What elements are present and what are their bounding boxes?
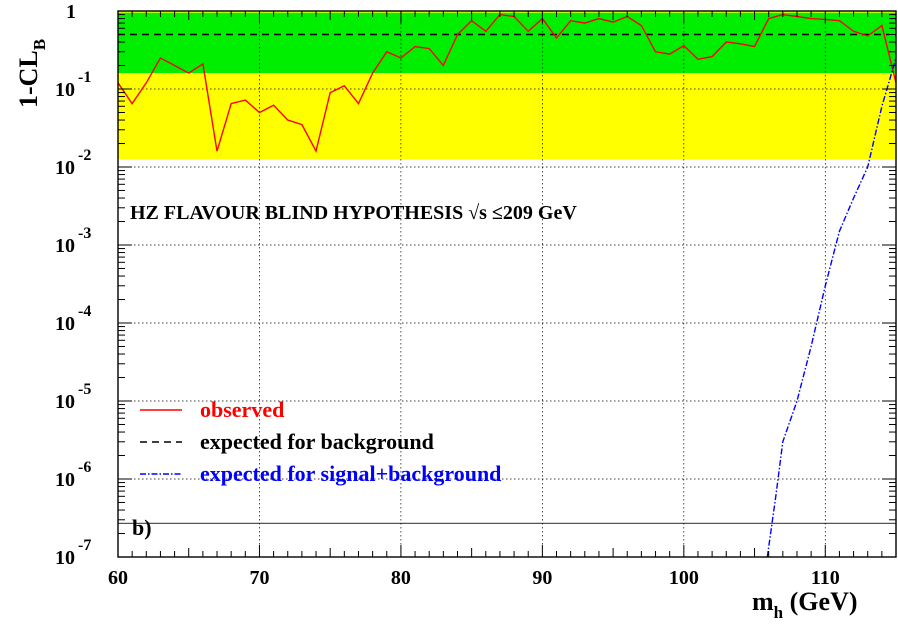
x-tick-label: 90 (532, 567, 552, 589)
y-tick-label-base: 10 (55, 313, 75, 335)
y-axis-label-sub: B (30, 39, 49, 50)
legend-label: observed (200, 397, 284, 422)
legend-label: expected for signal+background (200, 461, 501, 486)
y-tick-label-exponent: -5 (78, 381, 91, 398)
x-tick-label: 60 (108, 567, 128, 589)
legend: observed expected for background expected … (140, 397, 501, 486)
y-tick-label-base: 10 (55, 469, 75, 491)
y-tick-label-exponent: -7 (78, 537, 91, 554)
x-tick-label: 80 (391, 567, 411, 589)
y-tick-label-exponent: -4 (78, 303, 91, 320)
y-tick-label-exponent: -1 (78, 69, 91, 86)
band-2 (118, 13, 896, 73)
y-tick-label: 10-7 (55, 537, 91, 569)
y-tick-label-base: 1 (66, 1, 76, 23)
y-tick-label: 10-4 (55, 303, 91, 335)
y-tick-label: 1 (66, 1, 76, 23)
panel-label: b) (132, 515, 152, 540)
y-tick-label: 10-6 (55, 459, 91, 491)
x-tick-label: 70 (249, 567, 269, 589)
y-tick-label: 10-5 (55, 381, 91, 413)
y-tick-label-base: 10 (55, 547, 75, 569)
y-tick-label-base: 10 (55, 391, 75, 413)
bands-layer (118, 11, 896, 159)
y-tick-label-base: 10 (55, 235, 75, 257)
y-tick-label-exponent: -6 (78, 459, 91, 476)
legend-label: expected for background (200, 429, 434, 454)
x-axis-label-main: m (752, 587, 774, 616)
x-tick-label: 110 (811, 567, 840, 589)
y-axis-label-main: 1-CL (14, 50, 43, 108)
y-tick-label-exponent: -3 (78, 225, 91, 242)
y-tick-label-exponent: -2 (78, 147, 91, 164)
x-axis-label: mh (GeV) (752, 587, 858, 622)
x-tick-label: 100 (669, 567, 699, 589)
y-tick-label-base: 10 (55, 79, 75, 101)
y-tick-label: 10-2 (55, 147, 91, 179)
y-axis-label: 1-CLB (14, 39, 49, 108)
y-tick-label: 10-3 (55, 225, 91, 257)
chart-annotation: HZ FLAVOUR BLIND HYPOTHESIS √s ≤209 GeV (130, 202, 577, 224)
y-tick-label-base: 10 (55, 157, 75, 179)
x-axis-label-unit: (GeV) (783, 587, 857, 616)
y-tick-label: 10-1 (55, 69, 91, 101)
